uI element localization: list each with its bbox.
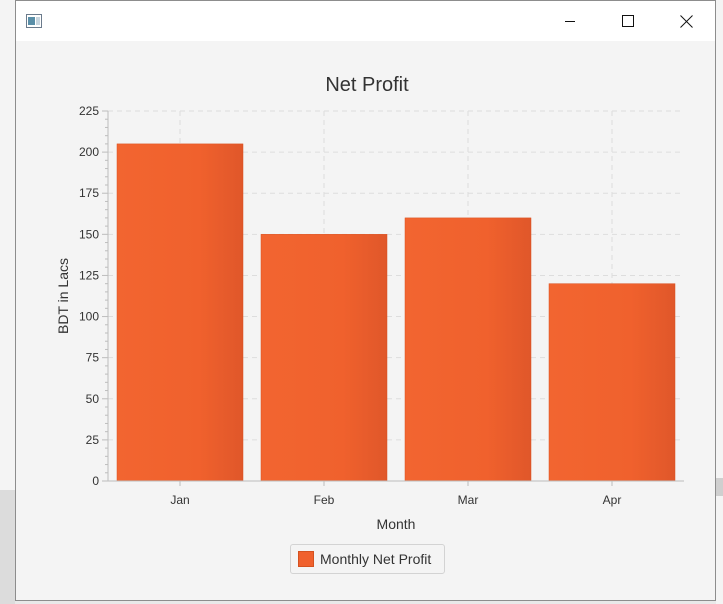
y-tick-label: 0	[92, 474, 99, 488]
app-window-icon	[26, 14, 42, 28]
x-tick-label: Mar	[458, 493, 479, 507]
maximize-icon	[622, 15, 634, 27]
y-tick-label: 25	[86, 433, 100, 447]
legend: Monthly Net Profit	[290, 544, 445, 574]
background-panel	[0, 490, 15, 604]
bar-feb	[261, 234, 387, 481]
chart-window: Net Profit 0 25 50 75 100 125 150 175 200 225 Jan F…	[15, 0, 716, 601]
chart-title: Net Profit	[325, 74, 409, 96]
y-tick-label: 50	[86, 392, 100, 406]
bars	[117, 144, 675, 481]
x-axis-label: Month	[377, 516, 416, 532]
y-tick-label: 225	[79, 104, 99, 118]
maximize-button[interactable]	[605, 1, 651, 41]
minimize-button[interactable]	[547, 1, 593, 41]
bar-jan	[117, 144, 243, 481]
x-tick-label: Jan	[170, 493, 189, 507]
background-right-edge	[716, 0, 723, 604]
x-tick-label: Feb	[314, 493, 335, 507]
chart-area: Net Profit 0 25 50 75 100 125 150 175 200 225 Jan F…	[16, 41, 715, 601]
y-axis-label: BDT in Lacs	[55, 258, 71, 334]
y-tick-label: 175	[79, 186, 99, 200]
bar-chart: Net Profit 0 25 50 75 100 125 150 175 200 225 Jan F…	[16, 41, 715, 541]
bar-mar	[405, 218, 531, 481]
close-icon	[680, 15, 693, 28]
y-tick-label: 125	[79, 268, 99, 282]
y-tick-label: 150	[79, 227, 99, 241]
y-tick-label: 75	[86, 351, 100, 365]
title-bar[interactable]	[16, 1, 715, 41]
close-button[interactable]	[663, 1, 709, 41]
minimize-icon	[564, 15, 576, 27]
legend-swatch	[298, 551, 314, 567]
bar-apr	[549, 284, 675, 481]
y-tick-label: 100	[79, 310, 99, 324]
legend-label: Monthly Net Profit	[320, 551, 431, 567]
background-tab	[716, 478, 723, 496]
y-tick-label: 200	[79, 145, 99, 159]
x-tick-label: Apr	[603, 493, 622, 507]
